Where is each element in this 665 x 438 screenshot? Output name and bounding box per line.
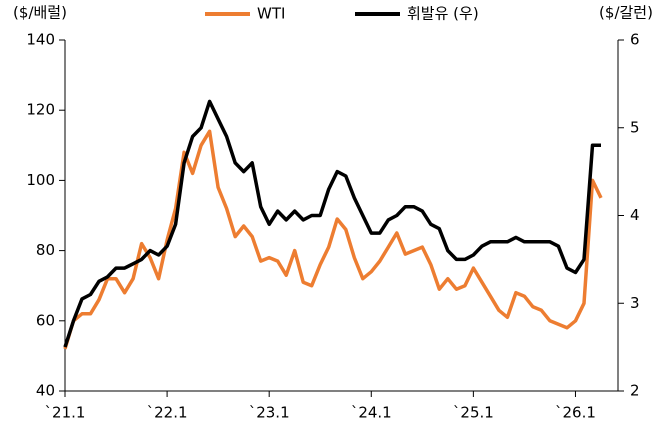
x-tick-label: `21.1: [45, 404, 86, 422]
legend-label: 휘발유 (우): [407, 5, 479, 23]
legend-label: WTI: [257, 5, 285, 23]
y-tick-label: 100: [26, 171, 55, 189]
y-axis-title: ($/배럴): [13, 4, 67, 22]
y-tick-label: 80: [36, 241, 55, 259]
x-tick-label: `25.1: [453, 404, 494, 422]
y2-tick-label: 2: [630, 382, 640, 400]
y-tick-label: 60: [36, 311, 55, 329]
x-tick-label: `24.1: [351, 404, 392, 422]
y-tick-label: 140: [26, 31, 55, 49]
x-tick-label: `22.1: [147, 404, 188, 422]
y-tick-label: 40: [36, 382, 55, 400]
y-tick-label: 120: [26, 101, 55, 119]
y2-tick-label: 5: [630, 118, 640, 136]
y2-tick-label: 3: [630, 294, 640, 312]
x-tick-label: `26.1: [555, 404, 596, 422]
y2-tick-label: 4: [630, 206, 640, 224]
y2-axis-title: ($/갈런): [599, 4, 653, 22]
x-tick-label: `23.1: [249, 404, 290, 422]
series-line: [63, 99, 601, 348]
series-line: [63, 129, 603, 350]
y2-tick-label: 6: [630, 31, 640, 49]
